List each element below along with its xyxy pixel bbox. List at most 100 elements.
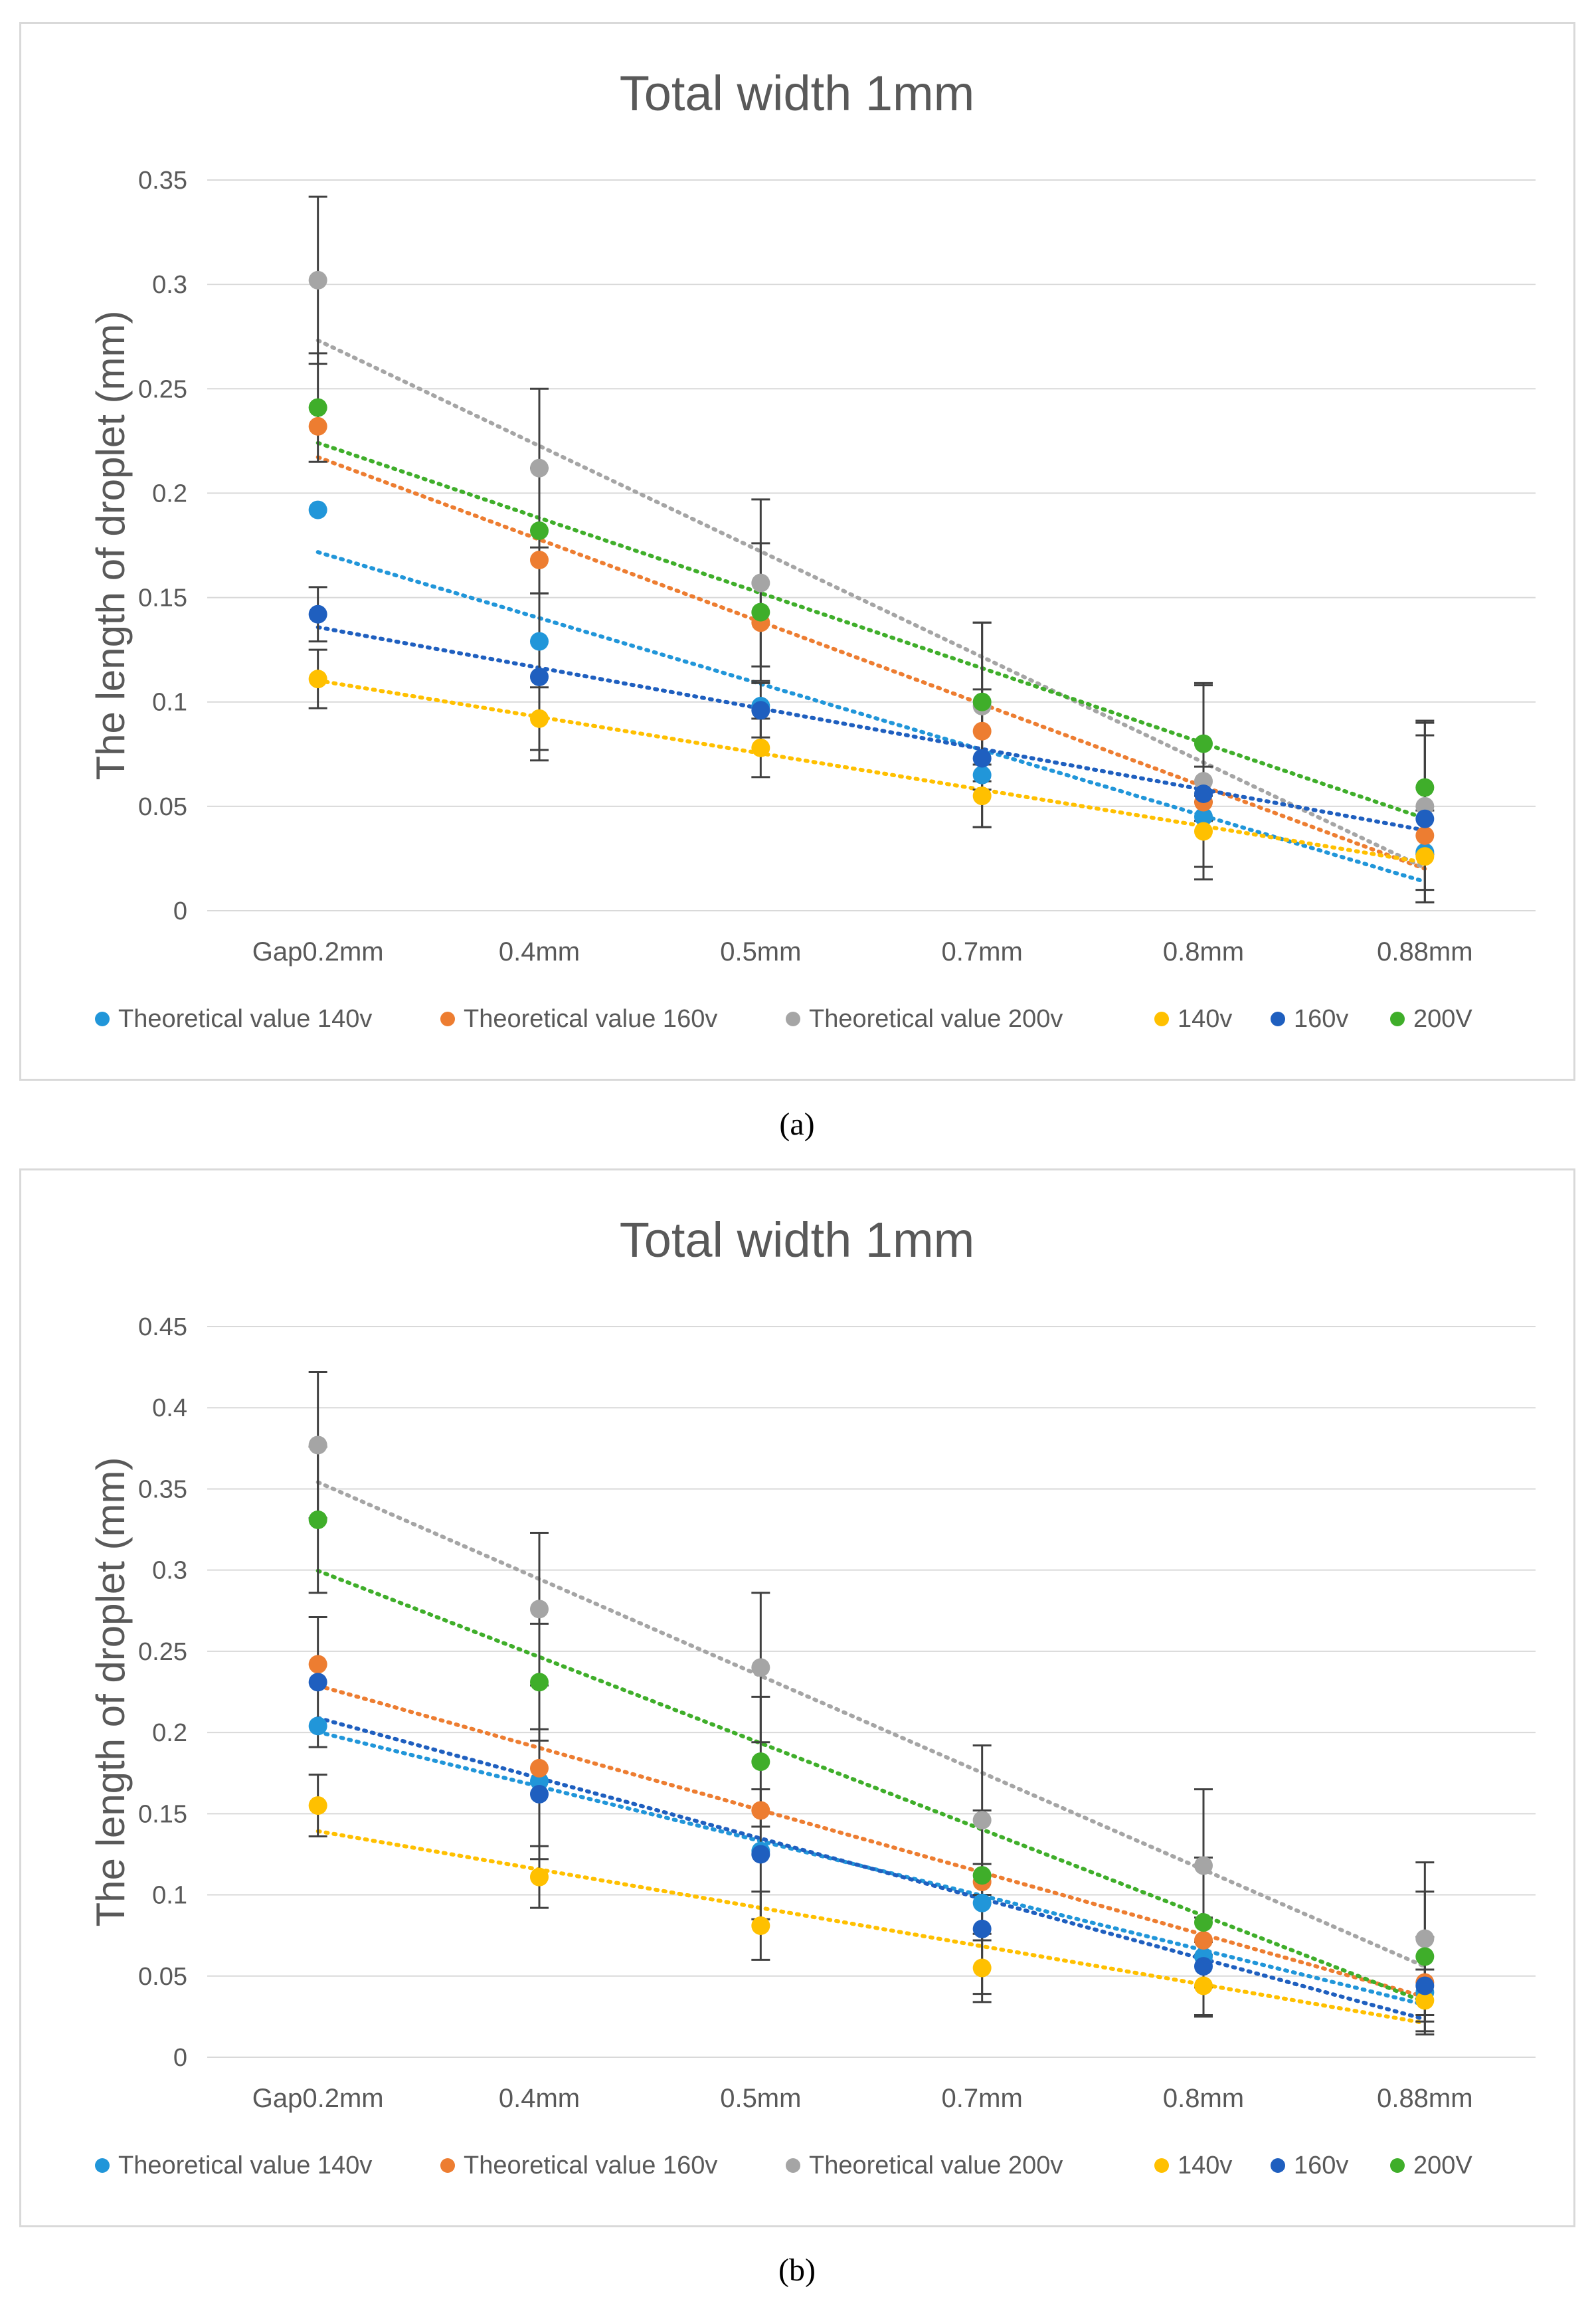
legend-label: 160v (1294, 1005, 1348, 1033)
y-tick-label: 0.45 (138, 1313, 187, 1341)
data-point (972, 1893, 992, 1912)
y-tick-label: 0.3 (152, 1557, 187, 1585)
data-point (308, 270, 327, 290)
legend-label: Theoretical value 140v (118, 1005, 372, 1033)
trendline-5 (315, 440, 1427, 820)
legend-marker (95, 1012, 110, 1026)
legend-marker (1390, 2158, 1405, 2173)
data-point (530, 1867, 549, 1887)
chart-b: Total width 1mm The length of droplet (mm… (88, 1212, 1536, 2179)
data-point (308, 1796, 327, 1815)
legend-marker (440, 1012, 455, 1026)
y-tick-label: 0.35 (138, 1475, 187, 1503)
data-point (1194, 1957, 1213, 1976)
data-point (308, 398, 327, 417)
legend-label: Theoretical value 200v (809, 2152, 1063, 2179)
trendline-0 (315, 1730, 1427, 2007)
legend-marker (1154, 1012, 1169, 1026)
data-point (308, 500, 327, 519)
legend-marker (1271, 1012, 1285, 1026)
x-tick-label: 0.7mm (942, 2084, 1023, 2113)
x-tick-label: Gap0.2mm (252, 2084, 384, 2113)
trendline-0 (315, 550, 1427, 884)
data-point (972, 721, 992, 741)
y-tick-label: 0.05 (138, 1963, 187, 1991)
legend-marker (1271, 2158, 1285, 2173)
y-tick-label: 0.25 (138, 1638, 187, 1666)
trendline-2 (315, 1480, 1427, 1969)
legend-label: 200V (1413, 1005, 1472, 1033)
x-tick-label: 0.8mm (1163, 937, 1244, 967)
data-point (1194, 1931, 1213, 1950)
x-tick-label: Gap0.2mm (252, 937, 384, 967)
data-point (751, 738, 770, 757)
data-point (1415, 1947, 1435, 1966)
x-tick-label: 0.5mm (720, 2084, 801, 2113)
x-tick-label: 0.7mm (942, 937, 1023, 967)
x-tick-label: 0.4mm (499, 2084, 580, 2113)
data-point (530, 632, 549, 651)
legend-label: Theoretical value 200v (809, 1005, 1063, 1033)
data-point (1415, 847, 1435, 866)
data-point (1194, 1913, 1213, 1932)
data-point (1194, 822, 1213, 841)
data-point (530, 551, 549, 569)
data-point (972, 692, 992, 711)
data-point (530, 1600, 549, 1619)
data-point (308, 1510, 327, 1529)
y-axis-label: The length of droplet (mm) (88, 1457, 133, 1927)
data-point (530, 709, 549, 728)
trendline-4 (315, 625, 1427, 832)
y-tick-label: 0.2 (152, 1719, 187, 1747)
legend-label: 140v (1178, 1005, 1232, 1033)
y-tick-label: 0.05 (138, 793, 187, 821)
trendline-3 (315, 678, 1427, 865)
data-point (1194, 807, 1213, 826)
y-axis-label: The length of droplet (mm) (88, 311, 133, 781)
x-tick-label: 0.4mm (499, 937, 580, 967)
data-point (1194, 785, 1213, 803)
x-tick-label: 0.88mm (1377, 937, 1473, 967)
trendline-2 (315, 338, 1427, 870)
data-point (308, 1655, 327, 1674)
data-point (530, 1673, 549, 1692)
data-point (751, 1845, 770, 1864)
data-point (308, 670, 327, 689)
x-tick-label: 0.5mm (720, 937, 801, 967)
y-tick-label: 0.35 (138, 167, 187, 195)
data-point (751, 573, 770, 593)
data-point (1415, 1991, 1435, 2010)
data-point (1415, 809, 1435, 828)
data-point (751, 1801, 770, 1820)
chart-title: Total width 1mm (620, 1212, 975, 1267)
y-tick-label: 0.15 (138, 1800, 187, 1828)
chart-panel-b: Total width 1mm The length of droplet (mm… (19, 1168, 1575, 2227)
data-point (1415, 1929, 1435, 1948)
legend-label: Theoretical value 160v (464, 1005, 717, 1033)
y-tick-label: 0.1 (152, 1882, 187, 1910)
legend-label: Theoretical value 160v (464, 2152, 717, 2179)
x-tick-label: 0.8mm (1163, 2084, 1244, 2113)
trendline-1 (315, 455, 1427, 871)
data-point (1194, 1976, 1213, 1995)
legend-marker (1154, 2158, 1169, 2173)
legend-marker (786, 1012, 800, 1026)
data-point (751, 1658, 770, 1677)
data-point (751, 602, 770, 622)
data-point (1194, 1856, 1213, 1875)
y-tick-label: 0 (173, 2044, 187, 2072)
data-point (751, 701, 770, 720)
data-point (530, 1772, 549, 1791)
data-point (530, 668, 549, 686)
legend-marker (786, 2158, 800, 2173)
trendline-3 (315, 1829, 1427, 2025)
data-point (972, 749, 992, 768)
y-tick-label: 0 (173, 897, 187, 925)
data-point (972, 1958, 992, 1978)
data-point (972, 1919, 992, 1938)
legend-label: 200V (1413, 2152, 1472, 2179)
data-point (530, 1785, 549, 1803)
data-point (751, 1752, 770, 1772)
legend-label: 160v (1294, 2152, 1348, 2179)
data-point (308, 1716, 327, 1736)
